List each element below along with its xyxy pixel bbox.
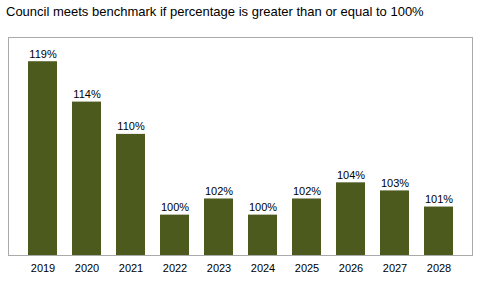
svg-text:101%: 101% [425,193,453,205]
svg-text:2028: 2028 [427,262,451,274]
svg-text:2027: 2027 [383,262,407,274]
svg-text:102%: 102% [205,185,233,197]
svg-text:103%: 103% [381,177,409,189]
svg-text:100%: 100% [161,201,189,213]
svg-text:2025: 2025 [295,262,319,274]
html-text:Council meets benchmark if per: Council meets benchmark if percentage is… [6,4,424,19]
svg-text:114%: 114% [73,88,101,100]
svg-text:104%: 104% [337,169,365,181]
svg-text:2023: 2023 [207,262,231,274]
svg-text:102%: 102% [293,185,321,197]
svg-text:2021: 2021 [119,262,143,274]
svg-text:2026: 2026 [339,262,363,274]
svg-text:119%: 119% [29,48,57,60]
svg-text:110%: 110% [117,120,145,132]
svg-text:100%: 100% [249,201,277,213]
svg-text:2022: 2022 [163,262,187,274]
svg-text:2020: 2020 [75,262,99,274]
svg-text:2024: 2024 [251,262,275,274]
svg-text:2019: 2019 [31,262,55,274]
